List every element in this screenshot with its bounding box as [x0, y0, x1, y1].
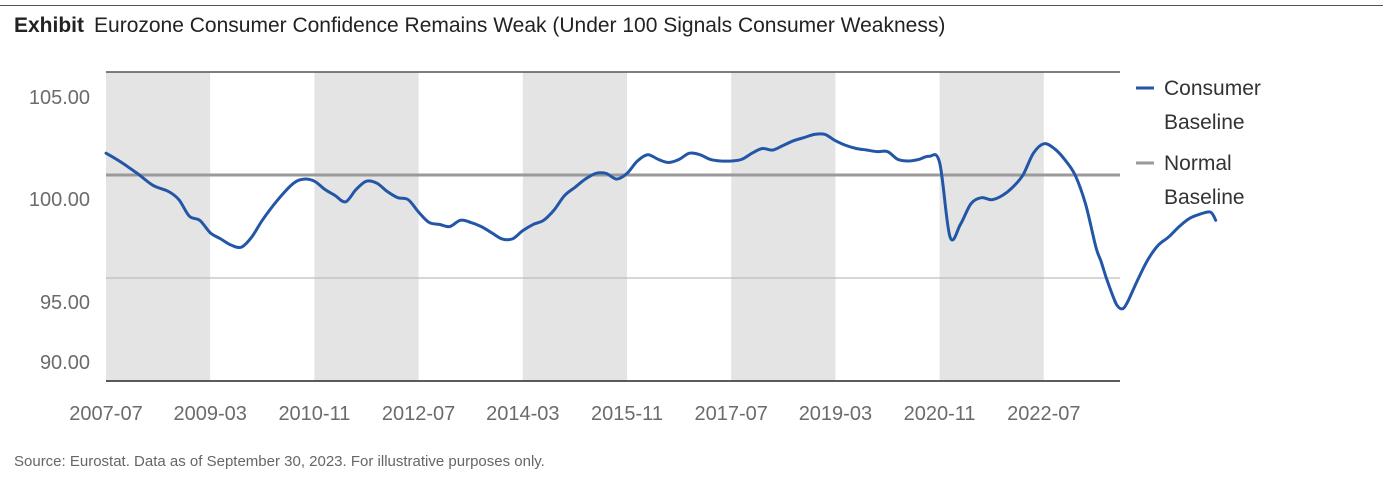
exhibit-label: Exhibit — [14, 14, 85, 37]
legend: Consumer Baseline Normal Baseline — [1136, 77, 1261, 209]
legend-label-line2: Baseline — [1164, 111, 1245, 134]
x-tick-label: 2010-11 — [278, 403, 350, 425]
shaded-period-5 — [939, 72, 1044, 381]
series-layer — [104, 132, 1218, 311]
legend-label-line1: Consumer — [1164, 77, 1261, 100]
shaded-period-4 — [731, 72, 836, 381]
shaded-period-2 — [314, 72, 419, 381]
top-rule — [0, 5, 1383, 6]
y-axis-ticks: 105.00 100.00 95.00 90.00 — [29, 87, 90, 374]
x-tick-label: 2015-11 — [591, 403, 663, 425]
legend-label-line1: Normal — [1164, 152, 1232, 175]
x-tick-label: 2017-07 — [694, 403, 767, 425]
x-axis-ticks: 2007-07 2009-03 2010-11 2012-07 2014-03 2015-… — [69, 403, 1080, 425]
series-consumer-baseline — [104, 132, 1218, 311]
x-tick-label: 2009-03 — [173, 403, 246, 425]
y-tick-label: 100.00 — [29, 189, 90, 211]
y-tick-label: 95.00 — [40, 292, 90, 314]
source-note: Source: Eurostat. Data as of September 3… — [14, 453, 545, 470]
chart-title: Eurozone Consumer Confidence Remains Wea… — [94, 14, 946, 37]
shaded-period-1 — [106, 72, 211, 381]
y-tick-label: 90.00 — [40, 352, 90, 374]
y-tick-label: 105.00 — [29, 87, 90, 109]
x-tick-label: 2012-07 — [382, 403, 455, 425]
exhibit-header: Exhibit Eurozone Consumer Confidence Rema… — [14, 14, 945, 38]
legend-label-line2: Baseline — [1164, 186, 1245, 209]
gridlines — [106, 71, 1120, 382]
x-tick-label: 2007-07 — [69, 403, 142, 425]
shaded-periods — [106, 72, 1044, 381]
x-tick-label: 2022-07 — [1007, 403, 1080, 425]
shaded-period-3 — [522, 72, 627, 381]
x-tick-label: 2019-03 — [799, 403, 872, 425]
x-tick-label: 2014-03 — [486, 403, 559, 425]
x-tick-label: 2020-11 — [904, 403, 976, 425]
